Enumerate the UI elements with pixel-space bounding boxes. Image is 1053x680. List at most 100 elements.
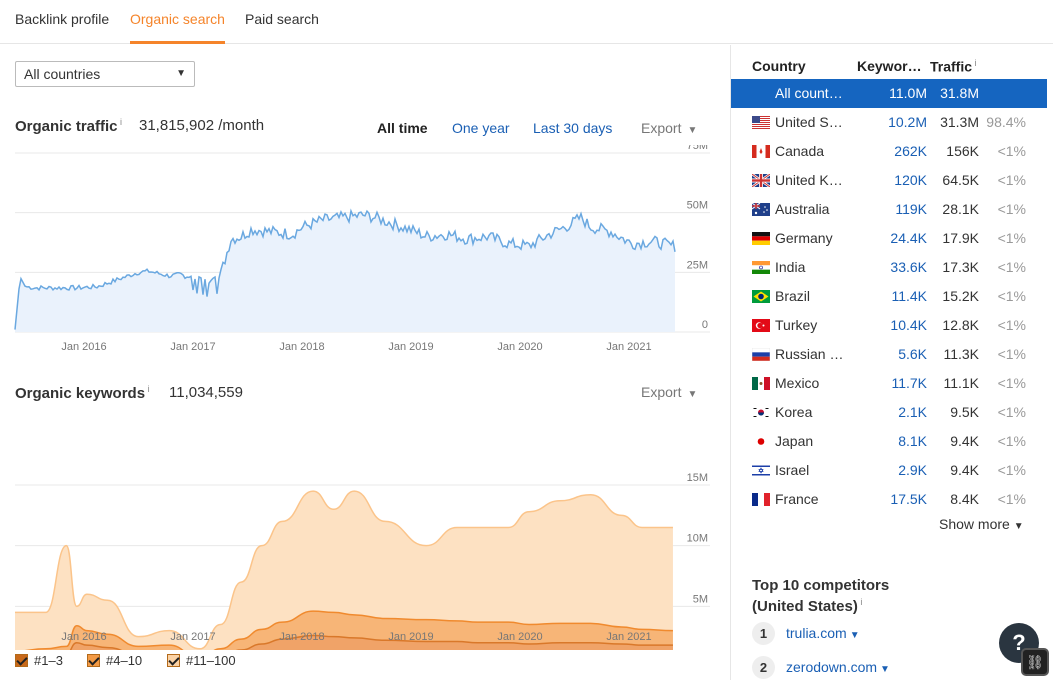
ru-flag-icon bbox=[751, 347, 771, 362]
country-keywords[interactable]: 33.6K bbox=[890, 259, 927, 275]
country-traffic: 8.4K bbox=[950, 491, 979, 507]
tab-organic-search[interactable]: Organic search bbox=[130, 11, 225, 27]
x-tick-label: Jan 2020 bbox=[497, 631, 542, 643]
col-header-country[interactable]: Country bbox=[752, 58, 806, 74]
country-name: Mexico bbox=[775, 375, 820, 391]
panel-divider bbox=[730, 45, 731, 680]
country-row[interactable]: Mexico 11.7K 11.1K <1% bbox=[731, 369, 1047, 398]
us-flag-icon bbox=[752, 116, 770, 129]
competitor-link[interactable]: trulia.com bbox=[786, 625, 847, 641]
country-keywords[interactable]: 11.0M bbox=[889, 85, 927, 101]
legend-4-10-label: #4–10 bbox=[106, 653, 143, 668]
competitor-rank: 2 bbox=[752, 656, 775, 679]
tab-backlink-profile[interactable]: Backlink profile bbox=[15, 11, 110, 27]
checkbox-icon[interactable] bbox=[167, 654, 180, 667]
x-tick-label: Jan 2018 bbox=[279, 341, 324, 353]
country-traffic: 28.1K bbox=[942, 201, 979, 217]
legend-4-10[interactable]: #4–10 bbox=[87, 653, 142, 668]
country-name: Brazil bbox=[775, 288, 811, 304]
y-tick-label: 0 bbox=[702, 319, 708, 331]
legend-11-100[interactable]: #11–100 bbox=[167, 653, 236, 668]
info-icon[interactable]: i bbox=[117, 117, 123, 127]
country-keywords[interactable]: 5.6K bbox=[898, 346, 927, 362]
chevron-down-icon[interactable]: ▼ bbox=[849, 630, 860, 641]
country-row[interactable]: Korea 2.1K 9.5K <1% bbox=[731, 398, 1047, 427]
country-row[interactable]: Japan 8.1K 9.4K <1% bbox=[731, 427, 1047, 456]
competitors-title: Top 10 competitors (United States) i bbox=[752, 577, 889, 615]
country-name: Turkey bbox=[775, 317, 818, 333]
show-more-button[interactable]: Show more ▼ bbox=[939, 516, 1024, 532]
chevron-down-icon: ▼ bbox=[687, 125, 698, 136]
tr-flag-icon bbox=[752, 319, 770, 332]
traffic-export-button[interactable]: Export ▼ bbox=[641, 120, 697, 136]
competitor-link[interactable]: zerodown.com bbox=[786, 659, 878, 675]
legend-top-3[interactable]: #1–3 bbox=[15, 653, 63, 668]
country-keywords[interactable]: 2.1K bbox=[898, 404, 927, 420]
country-row[interactable]: United S… 10.2M 31.3M 98.4% bbox=[731, 108, 1047, 137]
country-row[interactable]: Brazil 11.4K 15.2K <1% bbox=[731, 282, 1047, 311]
chevron-down-icon[interactable]: ▼ bbox=[880, 664, 890, 675]
country-traffic-share: <1% bbox=[997, 201, 1026, 217]
country-traffic-share: <1% bbox=[997, 433, 1026, 449]
range-all-time[interactable]: All time bbox=[377, 120, 428, 136]
country-row[interactable]: Germany 24.4K 17.9K <1% bbox=[731, 224, 1047, 253]
top-tab-bar: Backlink profile Organic search Paid sea… bbox=[0, 0, 1053, 44]
country-row[interactable]: Russian … 5.6K 11.3K <1% bbox=[731, 340, 1047, 369]
gb-flag-icon bbox=[751, 172, 771, 189]
country-traffic-share: 98.4% bbox=[986, 114, 1026, 130]
country-row[interactable]: India 33.6K 17.3K <1% bbox=[731, 253, 1047, 282]
link-chain-icon[interactable]: ⛓ bbox=[1021, 648, 1049, 676]
y-tick-label: 15M bbox=[687, 472, 708, 484]
range-one-year[interactable]: One year bbox=[452, 120, 510, 136]
checkbox-icon[interactable] bbox=[87, 654, 100, 667]
x-tick-label: Jan 2018 bbox=[279, 631, 324, 643]
show-more-label: Show more bbox=[939, 516, 1010, 532]
country-keywords[interactable]: 11.4K bbox=[891, 288, 927, 304]
country-row[interactable]: Turkey 10.4K 12.8K <1% bbox=[731, 311, 1047, 340]
x-tick-label: Jan 2017 bbox=[170, 341, 215, 353]
x-tick-label: Jan 2021 bbox=[606, 631, 651, 643]
country-row[interactable]: Canada 262K 156K <1% bbox=[731, 137, 1047, 166]
country-keywords[interactable]: 262K bbox=[894, 143, 927, 159]
country-row[interactable]: Australia 119K 28.1K <1% bbox=[731, 195, 1047, 224]
competitors-title-line1: Top 10 competitors bbox=[752, 577, 890, 594]
country-keywords[interactable]: 10.4K bbox=[890, 317, 927, 333]
country-keywords[interactable]: 119K bbox=[895, 201, 927, 217]
country-row[interactable]: United K… 120K 64.5K <1% bbox=[731, 166, 1047, 195]
country-row[interactable]: France 17.5K 8.4K <1% bbox=[731, 485, 1047, 514]
organic-traffic-title-text: Organic traffic bbox=[15, 118, 118, 135]
col-header-keywords[interactable]: Keywor… bbox=[857, 58, 922, 74]
series-11-100-area bbox=[15, 491, 673, 650]
info-icon[interactable]: i bbox=[145, 384, 150, 394]
country-keywords[interactable]: 11.7K bbox=[891, 375, 927, 391]
country-traffic: 9.4K bbox=[950, 462, 979, 478]
countries-panel: Country Keywor… Traffic i All count… 11.0… bbox=[731, 45, 1053, 680]
country-traffic: 64.5K bbox=[942, 172, 979, 188]
country-traffic-share: <1% bbox=[997, 259, 1026, 275]
competitors-title-line2-text: (United States) bbox=[752, 598, 858, 615]
country-traffic: 11.3K bbox=[943, 346, 979, 362]
organic-keywords-value: 11,034,559 bbox=[169, 384, 243, 401]
x-tick-label: Jan 2021 bbox=[606, 341, 651, 353]
country-keywords[interactable]: 8.1K bbox=[898, 433, 927, 449]
range-last-30-days[interactable]: Last 30 days bbox=[533, 120, 613, 136]
info-icon[interactable]: i bbox=[857, 597, 863, 607]
country-row[interactable]: Israel 2.9K 9.4K <1% bbox=[731, 456, 1047, 485]
country-traffic: 12.8K bbox=[942, 317, 979, 333]
series-1-3-area bbox=[70, 635, 673, 650]
info-icon[interactable]: i bbox=[972, 58, 977, 68]
country-row[interactable]: All count… 11.0M 31.8M bbox=[731, 79, 1047, 108]
country-traffic: 17.9K bbox=[942, 230, 979, 246]
country-keywords[interactable]: 24.4K bbox=[890, 230, 927, 246]
country-keywords[interactable]: 10.2M bbox=[888, 114, 927, 130]
country-keywords[interactable]: 2.9K bbox=[898, 462, 927, 478]
country-keywords[interactable]: 120K bbox=[894, 172, 927, 188]
tab-paid-search[interactable]: Paid search bbox=[245, 11, 319, 27]
checkbox-icon[interactable] bbox=[15, 654, 28, 667]
traffic-export-label: Export bbox=[641, 120, 682, 136]
keywords-export-button[interactable]: Export ▼ bbox=[641, 384, 697, 400]
country-keywords[interactable]: 17.5K bbox=[890, 491, 927, 507]
globe-icon bbox=[752, 87, 770, 100]
col-header-traffic[interactable]: Traffic i bbox=[930, 58, 977, 75]
country-select[interactable]: All countries ▼ bbox=[15, 61, 195, 87]
